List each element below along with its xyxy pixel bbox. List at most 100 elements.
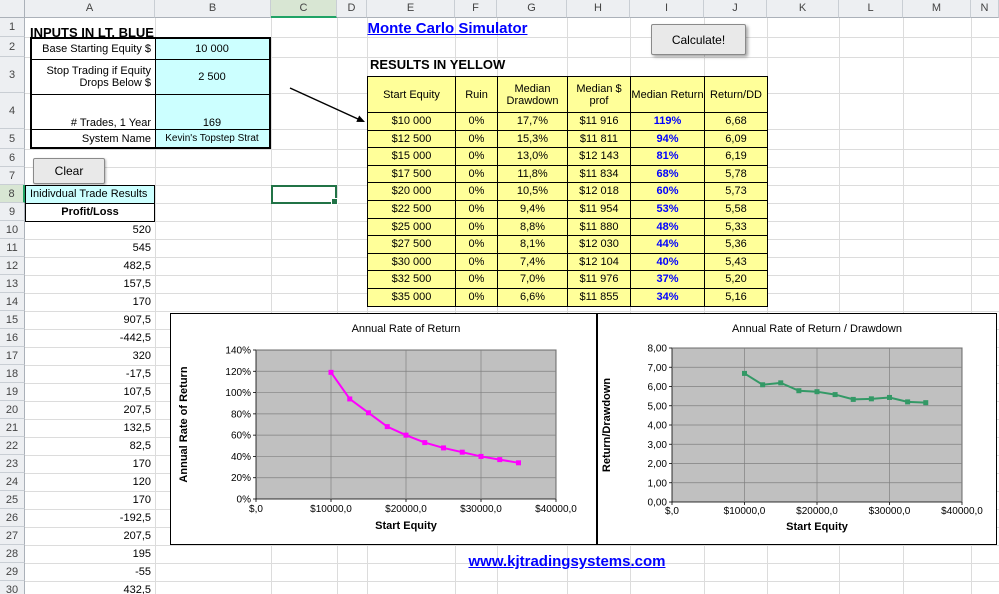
- results-cell[interactable]: 48%: [631, 218, 705, 237]
- column-header-E[interactable]: E: [367, 0, 455, 18]
- trade-results-header-cell[interactable]: Inidivdual Trade Results: [25, 185, 155, 204]
- results-cell[interactable]: 5,16: [705, 288, 768, 307]
- trade-value-cell[interactable]: 545: [132, 242, 151, 254]
- results-cell[interactable]: 34%: [631, 288, 705, 307]
- results-cell[interactable]: 0%: [456, 253, 498, 272]
- column-header-M[interactable]: M: [903, 0, 971, 18]
- results-cell[interactable]: 11,8%: [498, 165, 568, 184]
- input-cell-stop-trading[interactable]: 2 500: [198, 71, 226, 83]
- calculate-button[interactable]: Calculate!: [651, 24, 746, 55]
- results-cell[interactable]: 5,78: [705, 165, 768, 184]
- results-cell[interactable]: $12 143: [568, 148, 631, 166]
- results-cell[interactable]: 7,4%: [498, 253, 568, 272]
- results-header-cell[interactable]: Return/DD: [705, 77, 768, 113]
- input-cell-num-trades[interactable]: 169: [202, 117, 222, 129]
- results-cell[interactable]: 5,33: [705, 218, 768, 237]
- results-cell[interactable]: 0%: [456, 130, 498, 149]
- results-cell[interactable]: 8,1%: [498, 236, 568, 254]
- trade-value-cell[interactable]: 82,5: [129, 440, 151, 452]
- trade-value-cell[interactable]: 170: [132, 296, 151, 308]
- trade-value-cell[interactable]: 907,5: [123, 314, 151, 326]
- row-header-9[interactable]: 9: [0, 203, 25, 221]
- results-cell[interactable]: 0%: [456, 165, 498, 184]
- column-header-I[interactable]: I: [630, 0, 704, 18]
- results-cell[interactable]: 6,09: [705, 130, 768, 149]
- column-header-F[interactable]: F: [455, 0, 497, 18]
- trade-value-cell[interactable]: 157,5: [123, 278, 151, 290]
- results-cell[interactable]: $11 880: [568, 218, 631, 237]
- results-cell[interactable]: $17 500: [368, 165, 456, 184]
- column-header-A[interactable]: A: [25, 0, 155, 18]
- row-header-20[interactable]: 20: [0, 401, 25, 419]
- results-cell[interactable]: 0%: [456, 218, 498, 237]
- row-header-23[interactable]: 23: [0, 455, 25, 473]
- row-header-4[interactable]: 4: [0, 93, 25, 129]
- results-cell[interactable]: $35 000: [368, 288, 456, 307]
- column-header-B[interactable]: B: [155, 0, 271, 18]
- results-cell[interactable]: $10 000: [368, 113, 456, 131]
- row-header-27[interactable]: 27: [0, 527, 25, 545]
- results-cell[interactable]: 0%: [456, 148, 498, 166]
- row-header-19[interactable]: 19: [0, 383, 25, 401]
- trade-value-cell[interactable]: 195: [132, 548, 151, 560]
- results-cell[interactable]: $20 000: [368, 183, 456, 201]
- row-header-15[interactable]: 15: [0, 311, 25, 329]
- trade-value-cell[interactable]: 207,5: [123, 404, 151, 416]
- results-cell[interactable]: 6,6%: [498, 288, 568, 307]
- row-header-2[interactable]: 2: [0, 37, 25, 57]
- trade-value-cell[interactable]: 132,5: [123, 422, 151, 434]
- input-cell-system-name[interactable]: Kevin's Topstep Strat: [165, 133, 259, 144]
- column-header-C[interactable]: C: [271, 0, 337, 18]
- results-cell[interactable]: $12 018: [568, 183, 631, 201]
- results-cell[interactable]: $11 811: [568, 130, 631, 149]
- results-cell[interactable]: 5,20: [705, 271, 768, 289]
- column-header-L[interactable]: L: [839, 0, 903, 18]
- row-header-13[interactable]: 13: [0, 275, 25, 293]
- row-header-30[interactable]: 30: [0, 581, 25, 594]
- results-header-cell[interactable]: Median Drawdown: [498, 77, 568, 113]
- results-cell[interactable]: 5,73: [705, 183, 768, 201]
- results-cell[interactable]: 10,5%: [498, 183, 568, 201]
- trade-value-cell[interactable]: 432,5: [123, 584, 151, 594]
- results-header-cell[interactable]: Start Equity: [368, 77, 456, 113]
- results-cell[interactable]: 5,58: [705, 200, 768, 219]
- results-cell[interactable]: 0%: [456, 200, 498, 219]
- trade-value-cell[interactable]: 170: [132, 458, 151, 470]
- results-cell[interactable]: $30 000: [368, 253, 456, 272]
- results-cell[interactable]: 68%: [631, 165, 705, 184]
- row-header-5[interactable]: 5: [0, 129, 25, 149]
- results-cell[interactable]: $12 104: [568, 253, 631, 272]
- results-cell[interactable]: 37%: [631, 271, 705, 289]
- results-cell[interactable]: 0%: [456, 271, 498, 289]
- row-header-26[interactable]: 26: [0, 509, 25, 527]
- column-header-H[interactable]: H: [567, 0, 630, 18]
- results-cell[interactable]: 9,4%: [498, 200, 568, 219]
- website-link[interactable]: www.kjtradingsystems.com: [468, 553, 666, 570]
- results-cell[interactable]: 94%: [631, 130, 705, 149]
- row-header-7[interactable]: 7: [0, 167, 25, 185]
- trade-value-cell[interactable]: 207,5: [123, 530, 151, 542]
- row-header-3[interactable]: 3: [0, 57, 25, 93]
- column-header-D[interactable]: D: [337, 0, 367, 18]
- column-header-K[interactable]: K: [767, 0, 839, 18]
- row-header-12[interactable]: 12: [0, 257, 25, 275]
- results-cell[interactable]: $11 954: [568, 200, 631, 219]
- row-header-11[interactable]: 11: [0, 239, 25, 257]
- results-cell[interactable]: 6,19: [705, 148, 768, 166]
- row-header-14[interactable]: 14: [0, 293, 25, 311]
- row-header-17[interactable]: 17: [0, 347, 25, 365]
- results-cell[interactable]: $22 500: [368, 200, 456, 219]
- results-cell[interactable]: 15,3%: [498, 130, 568, 149]
- results-cell[interactable]: 81%: [631, 148, 705, 166]
- results-cell[interactable]: $11 916: [568, 113, 631, 131]
- results-cell[interactable]: $25 000: [368, 218, 456, 237]
- trade-value-cell[interactable]: 482,5: [123, 260, 151, 272]
- fill-handle[interactable]: [331, 198, 338, 205]
- results-cell[interactable]: $15 000: [368, 148, 456, 166]
- row-header-18[interactable]: 18: [0, 365, 25, 383]
- column-header-J[interactable]: J: [704, 0, 767, 18]
- results-cell[interactable]: 0%: [456, 236, 498, 254]
- results-cell[interactable]: $11 834: [568, 165, 631, 184]
- selected-cell-C8[interactable]: [271, 185, 338, 205]
- chart-annual-rate-of-return[interactable]: 0% 20% 40% 60% 80% 100% 120% 140% $,0 $10000,0 $20…: [170, 313, 597, 545]
